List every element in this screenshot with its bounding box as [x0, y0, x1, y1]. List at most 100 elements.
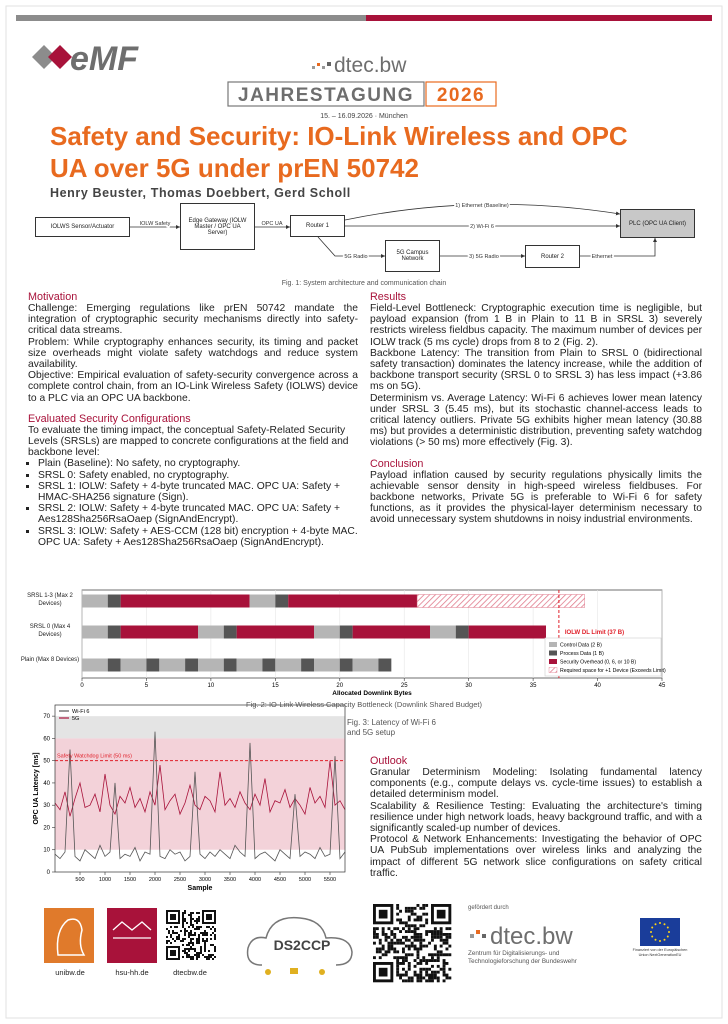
legend-label: 5G	[72, 716, 79, 722]
qr-module	[416, 933, 420, 936]
qr-module	[396, 956, 400, 960]
qr-module	[384, 953, 388, 957]
qr-module	[399, 973, 402, 977]
list-item: SRSL 2: IOLW: Safety + 4-byte truncated …	[38, 503, 358, 525]
qr-module	[378, 938, 382, 942]
qr-module	[431, 973, 434, 977]
x-tick-label: 20	[336, 683, 343, 689]
qr-module	[436, 935, 440, 939]
reference-label: IOLW DL Limit (37 B)	[565, 630, 624, 636]
qr-module	[186, 956, 188, 958]
qr-module	[410, 944, 414, 948]
bar-segment	[455, 625, 469, 639]
outlook: Outlook Granular Determinism Modeling: I…	[370, 753, 702, 879]
qr-module	[407, 976, 411, 980]
legend-label: Wi-Fi 6	[72, 709, 89, 715]
qr-module	[210, 956, 212, 958]
qr-module	[190, 940, 192, 942]
x-tick-label: 2000	[149, 877, 161, 883]
bar-segment	[262, 658, 276, 672]
qr-module	[393, 935, 397, 939]
qr-module	[182, 920, 184, 922]
funder-dots	[470, 930, 486, 938]
qr-module	[425, 912, 429, 916]
qr-module	[390, 944, 394, 948]
qr-module	[431, 976, 434, 980]
qr-module	[399, 941, 402, 945]
qr-finder	[378, 909, 388, 919]
qr-module	[182, 944, 184, 946]
fig1-edge-labels: IOLW Safety OPC UA 1) Ethernet (Baseline…	[138, 202, 614, 262]
qr-module	[170, 936, 172, 938]
partner-label: hsu-hh.de	[115, 968, 149, 977]
qr-module	[184, 952, 186, 954]
qr-module	[396, 973, 400, 977]
qr-module	[396, 927, 400, 931]
qr-module	[425, 918, 429, 922]
x-tick-label: 1500	[124, 877, 136, 883]
qr-module	[442, 938, 446, 942]
qr-module	[194, 948, 196, 950]
bar-segment	[120, 658, 147, 672]
qr-module	[384, 950, 388, 954]
qr-module	[431, 933, 434, 936]
qr-module	[407, 915, 411, 919]
paragraph: Protocol & Network Enhancements: Investi…	[370, 834, 702, 879]
bar-segment	[185, 658, 198, 672]
qr-module	[186, 948, 188, 950]
qr-module	[416, 973, 420, 977]
y-tick-label: 10	[43, 848, 50, 854]
qr-module	[413, 930, 417, 933]
qr-module	[200, 948, 202, 950]
qr-module	[448, 927, 452, 931]
qr-module	[188, 948, 190, 950]
qr-module	[425, 962, 429, 965]
qr-module	[208, 956, 210, 958]
x-tick-label: 25	[401, 683, 408, 689]
qr-module	[208, 926, 210, 928]
x-tick-label: 4000	[249, 877, 261, 883]
qr-module	[396, 962, 400, 965]
qr-module	[413, 912, 417, 916]
qr-module	[198, 940, 200, 942]
qr-module	[442, 970, 446, 974]
qr-module	[433, 970, 437, 974]
qr-module	[182, 950, 184, 952]
legend-label: Security Overhead (0, 6, or 10 B)	[560, 660, 636, 666]
qr-module	[190, 948, 192, 950]
qr-module	[190, 932, 192, 934]
qr-module	[166, 942, 168, 944]
line-series	[54, 731, 346, 862]
qr-module	[202, 932, 204, 934]
x-axis-label: Allocated Downlink Bytes	[332, 690, 412, 697]
qr-module	[422, 956, 426, 960]
qr-module	[442, 959, 446, 962]
qr-module	[378, 950, 382, 954]
qr-module	[198, 918, 200, 920]
qr-module	[174, 932, 176, 934]
bar-segment	[275, 658, 302, 672]
qr-module	[404, 906, 408, 910]
x-tick-label: 5500	[324, 877, 336, 883]
paragraph: Scalability & Resilience Testing: Evalua…	[370, 800, 702, 835]
left-column: Motivation Challenge: Emerging regulatio…	[28, 289, 358, 548]
qr-module	[381, 930, 385, 933]
qr-module	[404, 956, 408, 960]
qr-module	[416, 904, 420, 907]
bar-segment	[430, 625, 456, 639]
legend-label: Required space for +1 Device (Exceeds Li…	[560, 668, 666, 674]
edge-label: OPC UA	[261, 221, 282, 227]
dtec-dots	[312, 62, 331, 69]
y-tick-label: SRSL 0 (Max 4 Devices)	[29, 624, 71, 638]
qr-module	[196, 922, 198, 924]
eu-star	[663, 938, 666, 941]
qr-module	[419, 976, 423, 980]
title: Safety and Security: IO-Link Wireless an…	[50, 121, 628, 183]
x-tick-label: 500	[75, 877, 84, 883]
qr-module	[396, 912, 400, 916]
y-tick-label: 0	[47, 870, 51, 876]
qr-module	[190, 914, 192, 916]
bar-segment	[82, 658, 108, 672]
qr-module	[204, 956, 206, 958]
qr-module	[214, 948, 216, 950]
